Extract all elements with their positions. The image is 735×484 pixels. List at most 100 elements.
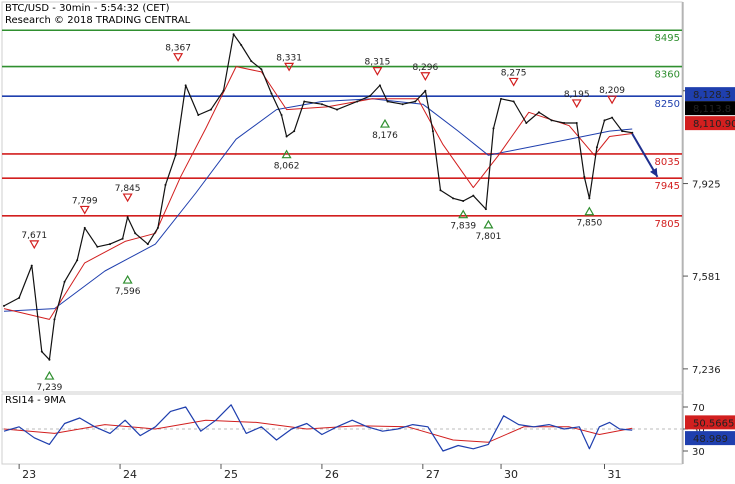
chart-subtitle: Research © 2018 TRADING CENTRAL <box>5 15 191 26</box>
ma-slow-line <box>3 98 633 312</box>
price-point-16 <box>164 183 167 186</box>
price-point-19 <box>197 113 200 116</box>
date-tick-label-2: 25 <box>224 468 238 480</box>
date-tick-label-5: 30 <box>504 468 518 480</box>
price-point-21 <box>222 89 225 92</box>
price-point-44 <box>472 194 475 197</box>
price-point-3 <box>40 350 43 353</box>
price-point-36 <box>386 100 389 103</box>
rsi-label: RSI14 - 9MA <box>5 395 66 406</box>
marker-high-14 <box>571 99 582 109</box>
price-point-38 <box>414 100 417 103</box>
price-point-20 <box>209 108 212 111</box>
annotation-low-7: 8,062 <box>274 162 300 172</box>
price-point-53 <box>575 122 578 125</box>
price-point-39 <box>424 89 427 92</box>
annotation-low-15: 7,850 <box>576 219 602 229</box>
forecast-arrow-line <box>631 133 659 178</box>
price-point-8 <box>83 226 86 229</box>
marker-low-12 <box>483 219 494 229</box>
price-point-11 <box>121 237 124 240</box>
price-point-25 <box>260 68 263 71</box>
level-label-8495: 8495 <box>655 33 680 44</box>
price-point-12 <box>126 216 129 219</box>
price-point-18 <box>184 84 187 87</box>
price-tag-label-1: 8,113.8 <box>693 104 731 115</box>
marker-high-2 <box>79 205 90 215</box>
annotation-high-13: 8,275 <box>501 68 527 78</box>
price-point-17 <box>174 154 177 157</box>
price-point-40 <box>431 130 434 133</box>
marker-low-1 <box>44 370 55 380</box>
price-point-9 <box>96 245 99 248</box>
price-point-34 <box>368 95 371 98</box>
annotation-high-16: 8,209 <box>599 86 625 96</box>
rsi-line <box>3 404 633 452</box>
marker-high-10 <box>420 72 431 81</box>
marker-high-3 <box>122 193 133 203</box>
price-point-28 <box>285 135 288 138</box>
date-tick-label-3: 26 <box>325 468 339 480</box>
price-point-57 <box>603 119 606 122</box>
date-tick-label-1: 24 <box>123 468 137 480</box>
date-tick-label-6: 31 <box>607 468 621 480</box>
price-point-43 <box>462 200 465 203</box>
price-point-33 <box>356 100 359 103</box>
price-point-32 <box>336 108 339 111</box>
price-point-42 <box>452 197 455 200</box>
price-point-54 <box>583 175 586 178</box>
annotation-high-8: 8,315 <box>365 58 391 68</box>
annotation-high-10: 8,296 <box>412 63 438 73</box>
rsi-tick-label-2: 30 <box>692 447 705 458</box>
marker-high-6 <box>284 62 295 72</box>
price-point-0 <box>3 304 5 307</box>
price-point-59 <box>621 130 624 133</box>
chart-title: BTC/USD - 30min - 5:54:32 (CET) <box>5 3 170 14</box>
level-label-8360: 8360 <box>655 70 680 81</box>
marker-high-13 <box>508 77 519 87</box>
price-point-13 <box>134 232 137 235</box>
marker-low-7 <box>281 149 292 159</box>
price-point-48 <box>512 100 515 103</box>
rsi-tag-label-1: 48.989 <box>693 434 728 445</box>
price-tag-label-2: 8,110.90 <box>693 119 735 130</box>
price-point-7 <box>76 259 79 262</box>
level-label-8035: 8035 <box>655 157 680 168</box>
price-point-26 <box>270 92 273 95</box>
price-tag-bg-1 <box>685 101 735 116</box>
price-point-45 <box>484 208 487 211</box>
date-tick-label-4: 27 <box>426 468 440 480</box>
price-point-55 <box>588 197 591 200</box>
price-point-22 <box>232 33 235 36</box>
price-point-29 <box>293 130 296 133</box>
price-point-49 <box>525 122 528 125</box>
rsi-tick-label-0: 70 <box>692 403 705 414</box>
forecast-arrow-head <box>650 167 658 177</box>
rsi-ma-line <box>3 419 633 443</box>
price-point-41 <box>439 189 442 192</box>
price-point-1 <box>18 296 21 299</box>
annotation-low-9: 8,176 <box>372 131 398 141</box>
price-point-51 <box>550 119 553 122</box>
price-point-23 <box>240 44 243 47</box>
annotation-high-0: 7,671 <box>21 231 47 241</box>
price-point-50 <box>537 111 540 114</box>
price-tick-label-2: 7,581 <box>692 272 721 283</box>
annotation-high-14: 8,195 <box>564 90 590 100</box>
price-point-37 <box>401 103 404 106</box>
price-point-27 <box>280 113 283 116</box>
price-point-60 <box>631 131 634 134</box>
price-point-15 <box>156 226 159 229</box>
price-point-30 <box>303 100 306 103</box>
marker-low-11 <box>458 209 469 219</box>
marker-low-4 <box>122 274 133 284</box>
price-tag-label-0: 8,128.3 <box>693 90 731 101</box>
price-point-31 <box>320 103 323 106</box>
marker-high-8 <box>372 67 383 76</box>
price-point-56 <box>595 146 598 149</box>
price-point-2 <box>30 264 33 267</box>
price-tick-label-1: 7,925 <box>692 180 721 191</box>
rsi-tag-bg-0 <box>685 415 735 430</box>
price-point-35 <box>378 84 381 87</box>
